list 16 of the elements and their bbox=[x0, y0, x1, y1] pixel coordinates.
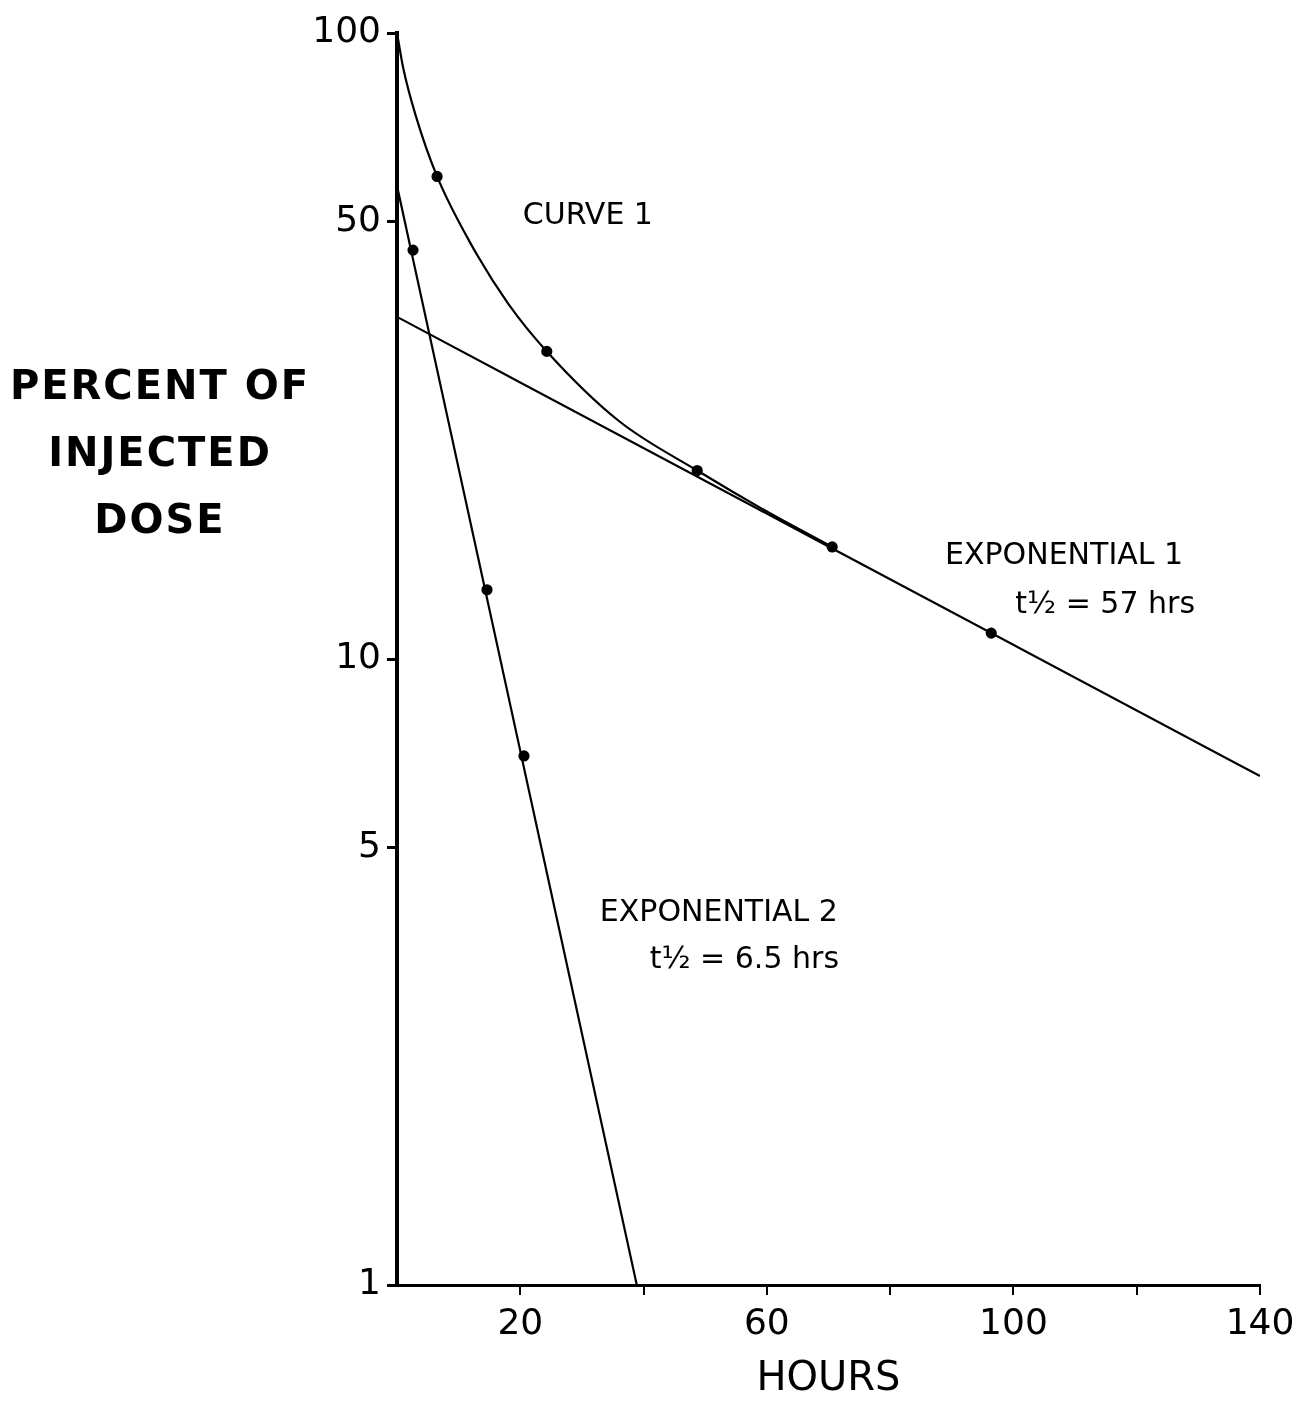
x-tick-label: 140 bbox=[1225, 1300, 1295, 1342]
series-label: EXPONENTIAL 1 bbox=[945, 535, 1184, 571]
series-label: CURVE 1 bbox=[522, 195, 653, 231]
x-tick-label: 60 bbox=[743, 1300, 790, 1342]
y-tick-label: 1 bbox=[358, 1261, 381, 1303]
x-axis-title: HOURS bbox=[756, 1353, 901, 1400]
y-tick-label: 50 bbox=[335, 197, 381, 239]
series-label: EXPONENTIAL 2 bbox=[599, 892, 838, 928]
annotation: t½ = 57 hrs bbox=[1015, 584, 1196, 620]
y-axis-title: PERCENT OF INJECTED DOSE bbox=[8, 361, 312, 544]
x-tick-label: 20 bbox=[497, 1300, 544, 1342]
y-tick-label: 5 bbox=[358, 823, 381, 865]
x-tick-label: 100 bbox=[979, 1300, 1048, 1342]
y-tick-label: 100 bbox=[312, 9, 381, 51]
annotation: t½ = 6.5 hrs bbox=[649, 940, 840, 976]
y-tick-label: 10 bbox=[335, 635, 381, 677]
